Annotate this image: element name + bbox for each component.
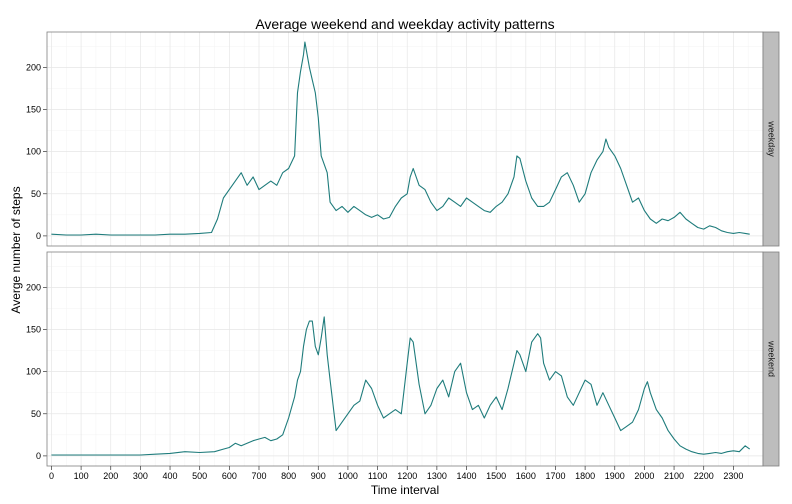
- x-tick-label: 1900: [605, 471, 625, 481]
- panel-background: [47, 252, 763, 466]
- x-tick-label: 500: [192, 471, 207, 481]
- series-line-weekend: [51, 316, 751, 456]
- y-tick-label: 150: [26, 325, 41, 335]
- x-tick-label: 1300: [427, 471, 447, 481]
- x-tick-label: 1400: [457, 471, 477, 481]
- facet-strip: [762, 31, 780, 247]
- x-tick-label: 1600: [516, 471, 536, 481]
- x-tick-label: 600: [222, 471, 237, 481]
- panel-weekday: 0 50 100 150 200 weekday: [26, 31, 780, 247]
- y-axis-title: Averge number of steps: [9, 186, 23, 313]
- x-tick-label: 2200: [694, 471, 714, 481]
- x-tick-label: 2000: [634, 471, 654, 481]
- x-tick-label: 1000: [338, 471, 358, 481]
- y-tick-label: 100: [26, 147, 41, 157]
- x-tick-label: 300: [133, 471, 148, 481]
- panel-background: [47, 32, 763, 246]
- x-tick-label: 800: [281, 471, 296, 481]
- y-tick-label: 200: [26, 282, 41, 292]
- x-tick-label: 900: [311, 471, 326, 481]
- chart-title: Average weekend and weekday activity pat…: [255, 16, 554, 32]
- x-tick-label: 200: [103, 471, 118, 481]
- x-tick-label: 1100: [368, 471, 387, 481]
- x-tick-label: 100: [74, 471, 89, 481]
- y-tick-label: 0: [36, 231, 41, 241]
- x-axis-title: Time interval: [371, 483, 439, 497]
- series-line-weekday: [51, 41, 750, 236]
- x-tick-label: 1700: [545, 471, 565, 481]
- facet-strip: [762, 251, 780, 467]
- x-tick-label: 2100: [664, 471, 684, 481]
- y-tick-label: 100: [26, 367, 41, 377]
- chart-panels: 0 50 100 150 200 weekday 0 50 100 150 200 weekend 0 1…: [26, 31, 780, 481]
- x-tick-label: 0: [49, 471, 54, 481]
- y-tick-label: 150: [26, 105, 41, 115]
- facet-label-weekend: weekend: [767, 340, 777, 377]
- facet-label-weekday: weekday: [767, 120, 777, 157]
- x-tick-label: 400: [163, 471, 178, 481]
- y-tick-label: 200: [26, 62, 41, 72]
- y-tick-label: 0: [36, 451, 41, 461]
- y-tick-label: 50: [31, 409, 41, 419]
- x-tick-label: 1500: [486, 471, 506, 481]
- y-tick-label: 50: [31, 189, 41, 199]
- panel-weekend: 0 50 100 150 200 weekend: [26, 251, 780, 467]
- x-tick-label: 1200: [397, 471, 417, 481]
- x-tick-label: 1800: [575, 471, 595, 481]
- x-tick-label: 700: [251, 471, 266, 481]
- x-tick-label: 2300: [723, 471, 743, 481]
